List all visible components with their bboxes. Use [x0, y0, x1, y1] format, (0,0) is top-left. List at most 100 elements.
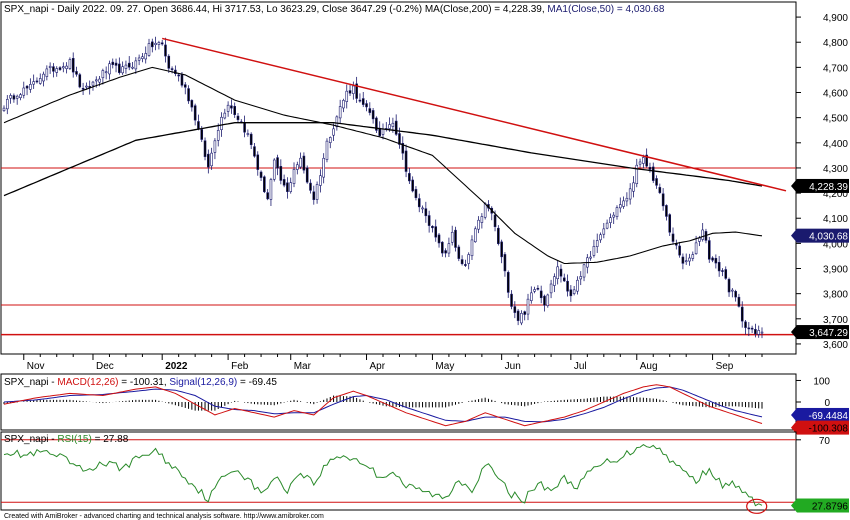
candle-body-13 [45, 68, 49, 77]
macd-tag-1: -100.308 [791, 420, 849, 435]
candle-82 [272, 158, 276, 182]
candle-body-157 [520, 313, 523, 324]
candle-body-57 [190, 100, 194, 108]
candle-body-174 [576, 279, 579, 292]
candle-body-228 [754, 329, 757, 335]
candle-body-18 [62, 66, 65, 69]
price-ytick-label-9: 4,500 [823, 114, 848, 125]
candle-body-133 [441, 241, 444, 254]
month-label-9: Aug [640, 361, 658, 372]
candle-171 [566, 274, 569, 297]
title-part-1: MA1(Close,50) = 4,030.68 [547, 4, 664, 15]
month-label-10: Sep [716, 361, 734, 372]
candle-body-203 [671, 233, 675, 242]
candle-212 [701, 222, 704, 242]
candle-body-86 [286, 182, 289, 192]
candle-body-214 [707, 240, 711, 260]
price-ytick-label-8: 4,400 [823, 139, 848, 150]
candle-body-111 [368, 108, 372, 113]
rsi-ytick-label-0: 70 [819, 436, 831, 447]
candle-body-121 [401, 143, 405, 154]
candle-body-132 [437, 234, 441, 244]
candle-body-107 [355, 83, 358, 99]
candle-body-139 [460, 259, 464, 265]
candle-32 [108, 60, 111, 80]
candle-192 [635, 158, 639, 188]
candle-body-210 [694, 242, 698, 255]
price-tag-0: 4,228.39 [791, 178, 849, 193]
candle-body-106 [352, 85, 355, 94]
candle-body-101 [335, 116, 339, 128]
candle-body-70 [233, 106, 236, 115]
candle-body-215 [711, 257, 714, 261]
candle-18 [62, 62, 65, 73]
candle-body-59 [197, 121, 200, 130]
candle-body-220 [727, 279, 731, 293]
candle-body-25 [85, 85, 88, 88]
downtrend-line [162, 37, 787, 192]
candle-body-183 [605, 222, 609, 229]
candle-227 [750, 325, 754, 334]
candle-body-143 [473, 228, 477, 243]
candle-body-124 [411, 179, 414, 192]
price-horizontal-lines [1, 167, 796, 336]
candle-body-62 [207, 153, 210, 168]
candle-body-34 [114, 62, 118, 66]
candle-71 [236, 113, 240, 123]
candle-body-131 [434, 226, 438, 238]
candle-158 [523, 310, 526, 321]
candle-body-209 [691, 254, 695, 259]
price-tag-1-label: 4,030.68 [809, 232, 848, 243]
candle-144 [477, 216, 480, 234]
candle-body-197 [651, 166, 655, 181]
candle-58 [193, 103, 197, 126]
candle-body-109 [361, 98, 365, 105]
candle-102 [338, 99, 342, 123]
candle-body-73 [243, 122, 246, 133]
candle-body-229 [757, 330, 760, 335]
candle-body-12 [42, 73, 45, 82]
candle-57 [190, 99, 194, 112]
candle-22 [75, 66, 78, 77]
candle-body-189 [625, 197, 629, 202]
candle-body-84 [279, 166, 283, 181]
ma50-line [3, 66, 763, 265]
month-label-5: Apr [370, 361, 386, 372]
candle-9 [32, 74, 35, 89]
candle-159 [526, 293, 530, 321]
candle-body-102 [338, 106, 342, 119]
candle-body-28 [94, 79, 98, 82]
candle-body-78 [259, 171, 263, 178]
candle-27 [91, 80, 95, 91]
title-part-2: = -100.31, [119, 377, 170, 388]
candle-body-35 [118, 63, 121, 73]
macd-tag-0-bg [797, 407, 849, 422]
candle-96 [319, 169, 322, 193]
price-ytick-label-11: 4,700 [823, 63, 848, 74]
rsi-line [3, 443, 763, 507]
price-ytick-label-13: 4,900 [823, 13, 848, 24]
price-ytick-label-2: 3,800 [823, 290, 848, 301]
candle-38 [127, 56, 131, 71]
candle-body-142 [470, 239, 474, 257]
candle-body-146 [483, 203, 487, 218]
candle-body-1 [6, 99, 9, 110]
candle-8 [29, 78, 32, 93]
candle-body-136 [450, 231, 454, 243]
candle-198 [655, 175, 658, 189]
candle-body-167 [553, 276, 556, 286]
candle-25 [85, 82, 88, 90]
candle-63 [210, 147, 213, 170]
candle-body-27 [91, 81, 95, 86]
candle-body-141 [467, 254, 470, 264]
candle-body-55 [183, 84, 187, 88]
candle-218 [721, 268, 724, 277]
candle-140 [464, 259, 467, 267]
rsi-tag-pointer [791, 498, 797, 513]
candle-175 [579, 271, 583, 286]
candle-220 [727, 277, 731, 297]
candle-body-0 [2, 107, 6, 111]
rsi-title: SPX_napi - RSI(15) = 27.88 [4, 434, 129, 445]
candle-110 [365, 100, 368, 112]
candle-body-230 [760, 331, 764, 334]
